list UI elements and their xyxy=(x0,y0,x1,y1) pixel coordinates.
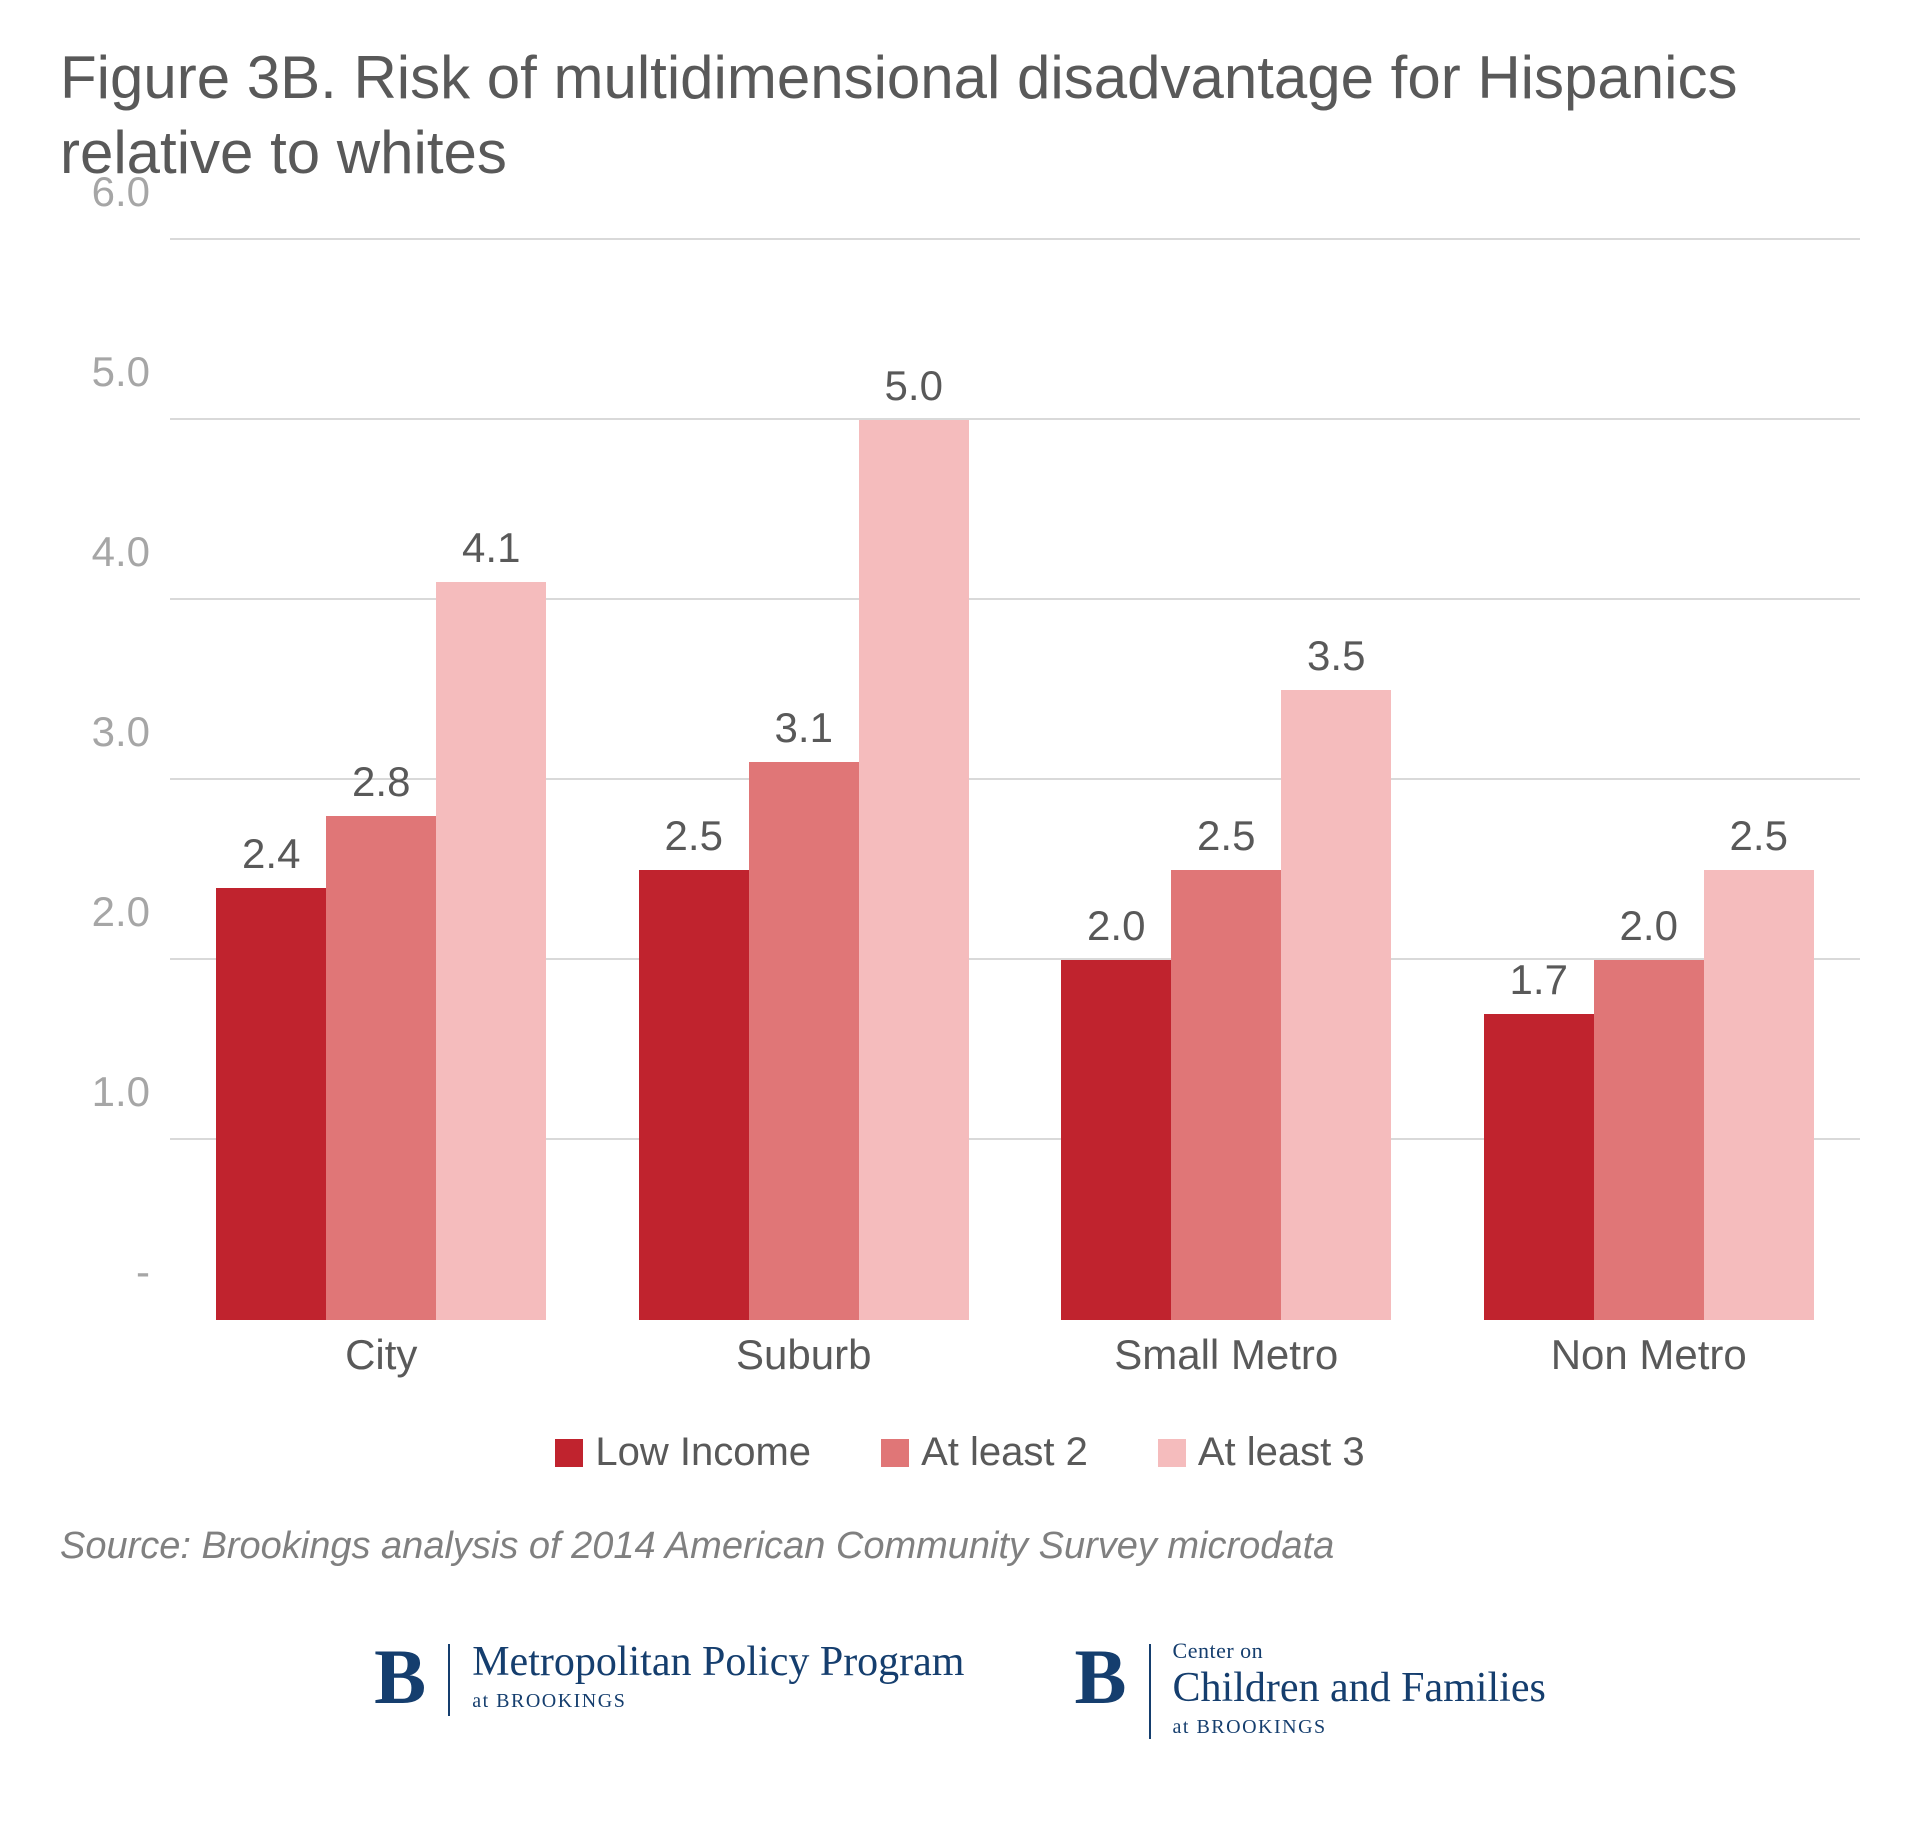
bar-value-label: 2.5 xyxy=(1197,812,1255,860)
bar-wrap: 3.5 xyxy=(1281,240,1391,1320)
x-category-label: Suburb xyxy=(639,1331,969,1379)
bar xyxy=(1281,690,1391,1320)
bar xyxy=(216,888,326,1320)
legend-label: At least 2 xyxy=(921,1430,1088,1475)
x-category-label: Small Metro xyxy=(1061,1331,1391,1379)
bar xyxy=(1594,960,1704,1320)
logo-sub-line: at BROOKINGS xyxy=(1173,1716,1546,1739)
logo-divider xyxy=(1149,1644,1151,1739)
bar-group: 1.7 2.0 2.5 xyxy=(1484,240,1814,1320)
x-axis-labels: City Suburb Small Metro Non Metro xyxy=(170,1320,1860,1390)
bar xyxy=(1484,1014,1594,1320)
y-tick-label: 2.0 xyxy=(92,888,150,936)
bar-wrap: 1.7 xyxy=(1484,240,1594,1320)
chart-area: -1.02.03.04.05.06.0 2.42.84.12.53.15.02.… xyxy=(60,240,1860,1390)
bar-wrap: 2.5 xyxy=(1704,240,1814,1320)
legend-swatch xyxy=(555,1439,583,1467)
bar xyxy=(326,816,436,1320)
y-tick-label: 6.0 xyxy=(92,168,150,216)
y-axis: -1.02.03.04.05.06.0 xyxy=(60,240,170,1320)
bar-value-label: 4.1 xyxy=(462,524,520,572)
legend-swatch xyxy=(1158,1439,1186,1467)
bar-value-label: 2.8 xyxy=(352,758,410,806)
bar-group: 2.4 2.8 4.1 xyxy=(216,240,546,1320)
logos-row: B Metropolitan Policy Program at BROOKINGS… xyxy=(60,1638,1860,1739)
bar-groups: 2.4 2.8 4.1 2.5 3.1 5.0 2.0 2.5 3.5 1.7 2.0 2.5 xyxy=(170,240,1860,1320)
y-tick-label: 4.0 xyxy=(92,528,150,576)
legend-item: At least 3 xyxy=(1158,1430,1365,1475)
bar-wrap: 2.0 xyxy=(1061,240,1171,1320)
legend-swatch xyxy=(881,1439,909,1467)
bar-value-label: 3.5 xyxy=(1307,632,1365,680)
y-tick-label: 5.0 xyxy=(92,348,150,396)
bar xyxy=(1061,960,1171,1320)
bar-wrap: 2.5 xyxy=(639,240,749,1320)
brookings-logo: B Center onChildren and Families at BROOKI… xyxy=(1074,1638,1545,1739)
bar-group: 2.5 3.1 5.0 xyxy=(639,240,969,1320)
bar-wrap: 2.0 xyxy=(1594,240,1704,1320)
bar-wrap: 5.0 xyxy=(859,240,969,1320)
logo-main-line: Children and Families xyxy=(1173,1664,1546,1712)
y-tick-label: - xyxy=(136,1248,150,1296)
plot-area: 2.4 2.8 4.1 2.5 3.1 5.0 2.0 2.5 3.5 1.7 2.0 2.5 xyxy=(170,240,1860,1320)
bar xyxy=(859,420,969,1320)
logo-letter: B xyxy=(374,1638,426,1716)
logo-divider xyxy=(448,1644,450,1716)
y-tick-label: 1.0 xyxy=(92,1068,150,1116)
legend-label: Low Income xyxy=(595,1430,811,1475)
legend: Low Income At least 2 At least 3 xyxy=(60,1430,1860,1475)
logo-top-line: Center on xyxy=(1173,1638,1546,1664)
bar xyxy=(1704,870,1814,1320)
bar-value-label: 3.1 xyxy=(775,704,833,752)
x-category-label: Non Metro xyxy=(1484,1331,1814,1379)
legend-item: At least 2 xyxy=(881,1430,1088,1475)
logo-sub-line: at BROOKINGS xyxy=(472,1690,964,1713)
chart-title: Figure 3B. Risk of multidimensional disa… xyxy=(60,40,1860,190)
logo-text: Metropolitan Policy Program at BROOKINGS xyxy=(472,1638,964,1713)
bar-value-label: 5.0 xyxy=(885,362,943,410)
bar xyxy=(749,762,859,1320)
bar-wrap: 2.5 xyxy=(1171,240,1281,1320)
brookings-logo: B Metropolitan Policy Program at BROOKINGS xyxy=(374,1638,964,1716)
bar-wrap: 4.1 xyxy=(436,240,546,1320)
logo-letter: B xyxy=(1074,1638,1126,1716)
legend-label: At least 3 xyxy=(1198,1430,1365,1475)
bar-wrap: 2.8 xyxy=(326,240,436,1320)
bar-value-label: 2.0 xyxy=(1620,902,1678,950)
bar xyxy=(436,582,546,1320)
bar xyxy=(639,870,749,1320)
y-tick-label: 3.0 xyxy=(92,708,150,756)
bar xyxy=(1171,870,1281,1320)
bar-wrap: 3.1 xyxy=(749,240,859,1320)
source-note: Source: Brookings analysis of 2014 Ameri… xyxy=(60,1525,1860,1568)
legend-item: Low Income xyxy=(555,1430,811,1475)
bar-value-label: 2.4 xyxy=(242,830,300,878)
bar-value-label: 2.0 xyxy=(1087,902,1145,950)
bar-wrap: 2.4 xyxy=(216,240,326,1320)
bar-group: 2.0 2.5 3.5 xyxy=(1061,240,1391,1320)
logo-text: Center onChildren and Families at BROOKIN… xyxy=(1173,1638,1546,1739)
bar-value-label: 1.7 xyxy=(1510,956,1568,1004)
logo-main-line: Metropolitan Policy Program xyxy=(472,1638,964,1686)
bar-value-label: 2.5 xyxy=(665,812,723,860)
x-category-label: City xyxy=(216,1331,546,1379)
bar-value-label: 2.5 xyxy=(1730,812,1788,860)
